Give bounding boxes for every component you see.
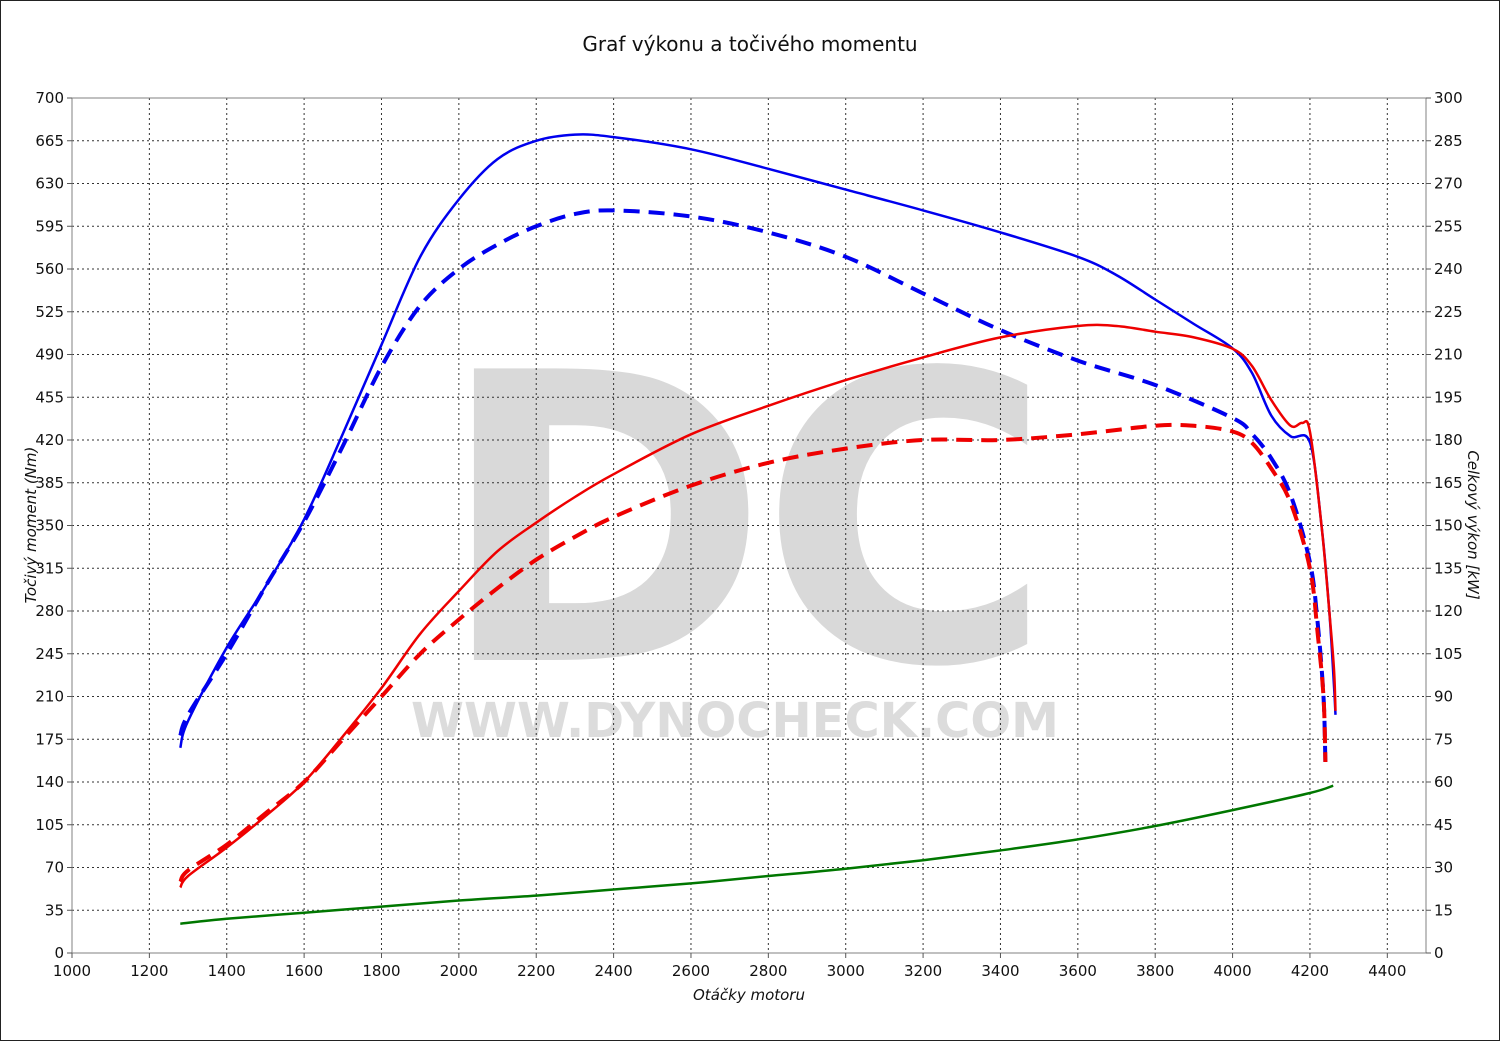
chart-title: Graf výkonu a točivého momentu xyxy=(582,32,918,56)
y-right-tick-label: 240 xyxy=(1434,260,1463,278)
y-right-tick-label: 120 xyxy=(1434,602,1463,620)
y-right-tick-label: 60 xyxy=(1434,773,1453,791)
x-tick-label: 1800 xyxy=(362,962,400,980)
x-tick-label: 3400 xyxy=(981,962,1019,980)
y-right-tick-label: 150 xyxy=(1434,517,1463,535)
x-tick-label: 3600 xyxy=(1059,962,1097,980)
series-line-1 xyxy=(178,208,1328,764)
y-left-tick-label: 210 xyxy=(35,688,64,706)
y-right-tick-label: 180 xyxy=(1434,431,1463,449)
y-right-tick-label: 15 xyxy=(1434,901,1453,919)
y-left-tick-label: 700 xyxy=(35,89,64,107)
y-right-tick-label: 165 xyxy=(1434,474,1463,492)
x-tick-label: 1400 xyxy=(208,962,246,980)
x-axis-ticks: 1000 1200 1400 1600 1800 2000 2200 2400 2600 2800… xyxy=(53,953,1406,980)
x-tick-label: 2600 xyxy=(672,962,710,980)
y-right-tick-label: 105 xyxy=(1434,645,1463,663)
x-tick-label: 2800 xyxy=(749,962,787,980)
series-line-0 xyxy=(179,133,1337,749)
x-tick-label: 2000 xyxy=(440,962,478,980)
y-left-tick-label: 0 xyxy=(54,944,64,962)
y-right-tick-label: 225 xyxy=(1434,303,1463,321)
x-tick-label: 1600 xyxy=(285,962,323,980)
x-tick-label: 4000 xyxy=(1213,962,1251,980)
grid xyxy=(72,98,1426,953)
x-tick-label: 2400 xyxy=(595,962,633,980)
y-left-tick-label: 105 xyxy=(35,816,64,834)
y-left-tick-label: 70 xyxy=(45,859,64,877)
y-left-tick-label: 175 xyxy=(35,730,64,748)
y-right-tick-label: 0 xyxy=(1434,944,1444,962)
series-line-3 xyxy=(178,422,1328,883)
y-left-tick-label: 665 xyxy=(35,132,64,150)
y-right-tick-label: 90 xyxy=(1434,688,1453,706)
series-line-2 xyxy=(179,323,1337,889)
y-left-tick-label: 490 xyxy=(35,346,64,364)
y-left-tick-label: 595 xyxy=(35,217,64,235)
y-right-axis-label: Celkový výkon [kW] xyxy=(1464,450,1482,600)
watermark-url: WWW.DYNOCHECK.COM xyxy=(411,693,1059,749)
x-tick-label: 4400 xyxy=(1368,962,1406,980)
y-right-tick-label: 255 xyxy=(1434,217,1463,235)
y-left-tick-label: 630 xyxy=(35,175,64,193)
y-left-tick-label: 245 xyxy=(35,645,64,663)
y-left-tick-label: 35 xyxy=(45,901,64,919)
y-right-tick-label: 195 xyxy=(1434,388,1463,406)
y-right-tick-label: 30 xyxy=(1434,859,1453,877)
y-left-tick-label: 140 xyxy=(35,773,64,791)
y-left-tick-label: 455 xyxy=(35,388,64,406)
x-tick-label: 4200 xyxy=(1291,962,1329,980)
x-tick-label: 1000 xyxy=(53,962,91,980)
x-tick-label: 3200 xyxy=(904,962,942,980)
y-left-tick-label: 280 xyxy=(35,602,64,620)
watermark-logo: DC xyxy=(437,290,1043,755)
y-right-axis-ticks: 0 15 30 45 60 75 90 105 120 135 150 165 180 195 210 225… xyxy=(1426,89,1463,962)
x-tick-label: 3000 xyxy=(827,962,865,980)
series-line-4 xyxy=(180,784,1334,925)
y-left-tick-label: 525 xyxy=(35,303,64,321)
y-right-tick-label: 270 xyxy=(1434,175,1463,193)
y-left-tick-label: 385 xyxy=(35,474,64,492)
y-right-tick-label: 300 xyxy=(1434,89,1463,107)
y-right-tick-label: 45 xyxy=(1434,816,1453,834)
series-lines xyxy=(178,133,1337,925)
x-tick-label: 2200 xyxy=(517,962,555,980)
y-left-axis-label: Točivý moment (Nm) xyxy=(22,447,40,604)
y-left-tick-label: 420 xyxy=(35,431,64,449)
y-right-tick-label: 210 xyxy=(1434,346,1463,364)
y-right-tick-label: 75 xyxy=(1434,730,1453,748)
y-left-tick-label: 560 xyxy=(35,260,64,278)
dynocheck-watermark: DC WWW.DYNOCHECK.COM xyxy=(411,290,1059,755)
y-left-tick-label: 350 xyxy=(35,517,64,535)
x-axis-label: Otáčky motoru xyxy=(693,986,805,1004)
x-tick-label: 1200 xyxy=(130,962,168,980)
x-tick-label: 3800 xyxy=(1136,962,1174,980)
y-right-tick-label: 285 xyxy=(1434,132,1463,150)
y-right-tick-label: 135 xyxy=(1434,559,1463,577)
y-left-axis-ticks: 0 35 70 105 140 175 210 245 280 315 350 385 420 455 49… xyxy=(35,89,72,962)
y-left-tick-label: 315 xyxy=(35,559,64,577)
